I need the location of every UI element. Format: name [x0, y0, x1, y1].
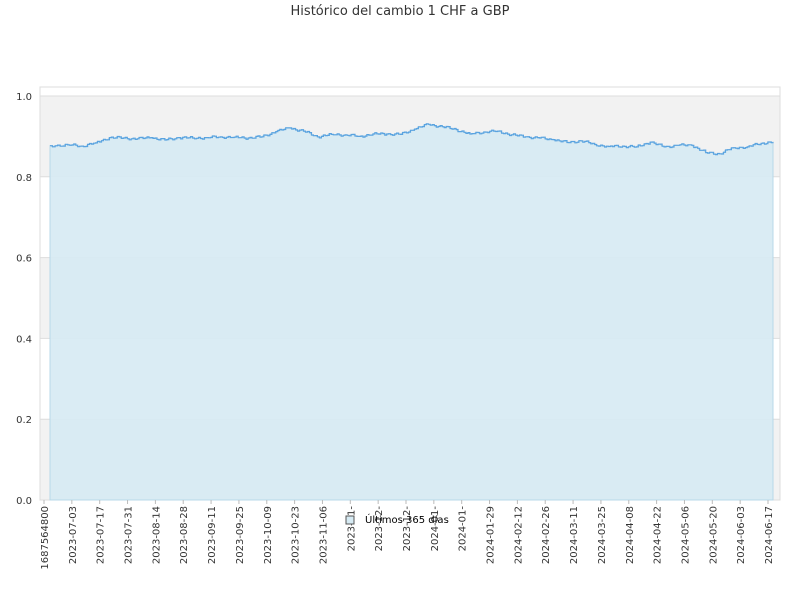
x-tick-label: 2024-04-22: [653, 506, 664, 564]
y-tick-label: 0.4: [16, 334, 32, 345]
x-tick-label: 2024-01-: [430, 506, 441, 552]
x-tick-label: 2023-07-17: [96, 506, 107, 564]
x-tick-label: 2024-01-: [458, 506, 469, 552]
y-tick-label: 0.8: [16, 173, 32, 184]
x-tick-label: 2023-11-: [346, 506, 357, 552]
x-tick-label: 2023-09-25: [235, 506, 246, 564]
y-tick-label: 0.6: [16, 254, 32, 265]
x-tick-label: 2023-08-28: [179, 506, 190, 564]
area-layer: [49, 123, 774, 501]
x-tick-label: 2023-10-09: [263, 506, 274, 564]
y-tick-label: 0.0: [16, 496, 32, 507]
legend[interactable]: Últimos 365 días: [345, 513, 449, 526]
x-tick-label: 2024-03-25: [597, 506, 608, 564]
x-tick-label: 2024-06-17: [764, 506, 775, 564]
x-tick-label: 1687564800: [40, 506, 51, 570]
x-tick-label: 2024-04-08: [625, 506, 636, 564]
x-tick-label: 2024-05-20: [708, 506, 719, 564]
x-tick-label: 2024-03-11: [569, 506, 580, 564]
x-tick-label: 2024-02-26: [541, 506, 552, 564]
series-line: [50, 123, 774, 156]
x-tick-label: 2023-12-: [402, 506, 413, 552]
x-tick-label: 2023-07-03: [68, 506, 79, 564]
x-axis-ticks: 1687564800 2023-07-03 2023-07-17 2023-07-31…: [40, 500, 775, 570]
y-tick-label: 0.2: [16, 415, 32, 426]
x-tick-label: 2024-02-12: [513, 506, 524, 564]
x-tick-label: 2024-06-03: [736, 506, 747, 564]
chart-title: Histórico del cambio 1 CHF a GBP: [291, 4, 510, 19]
x-tick-label: 2023-09-11: [207, 506, 218, 564]
legend-swatch[interactable]: [345, 515, 355, 525]
y-axis-ticks: 0.0 0.2 0.4 0.6 0.8 1.0: [16, 92, 32, 507]
x-tick-label: 2023-12-: [374, 506, 385, 552]
x-tick-label: 2023-11-06: [318, 506, 329, 564]
x-tick-label: 2024-05-06: [680, 506, 691, 564]
x-tick-label: 2023-07-31: [124, 506, 135, 564]
y-tick-label: 1.0: [16, 92, 32, 103]
legend-label[interactable]: Últimos 365 días: [365, 513, 449, 526]
x-tick-label: 2023-08-14: [151, 506, 162, 564]
x-tick-label: 2023-10-23: [291, 506, 302, 564]
series-area: [49, 123, 774, 501]
x-tick-label: 2024-01-29: [486, 506, 497, 564]
